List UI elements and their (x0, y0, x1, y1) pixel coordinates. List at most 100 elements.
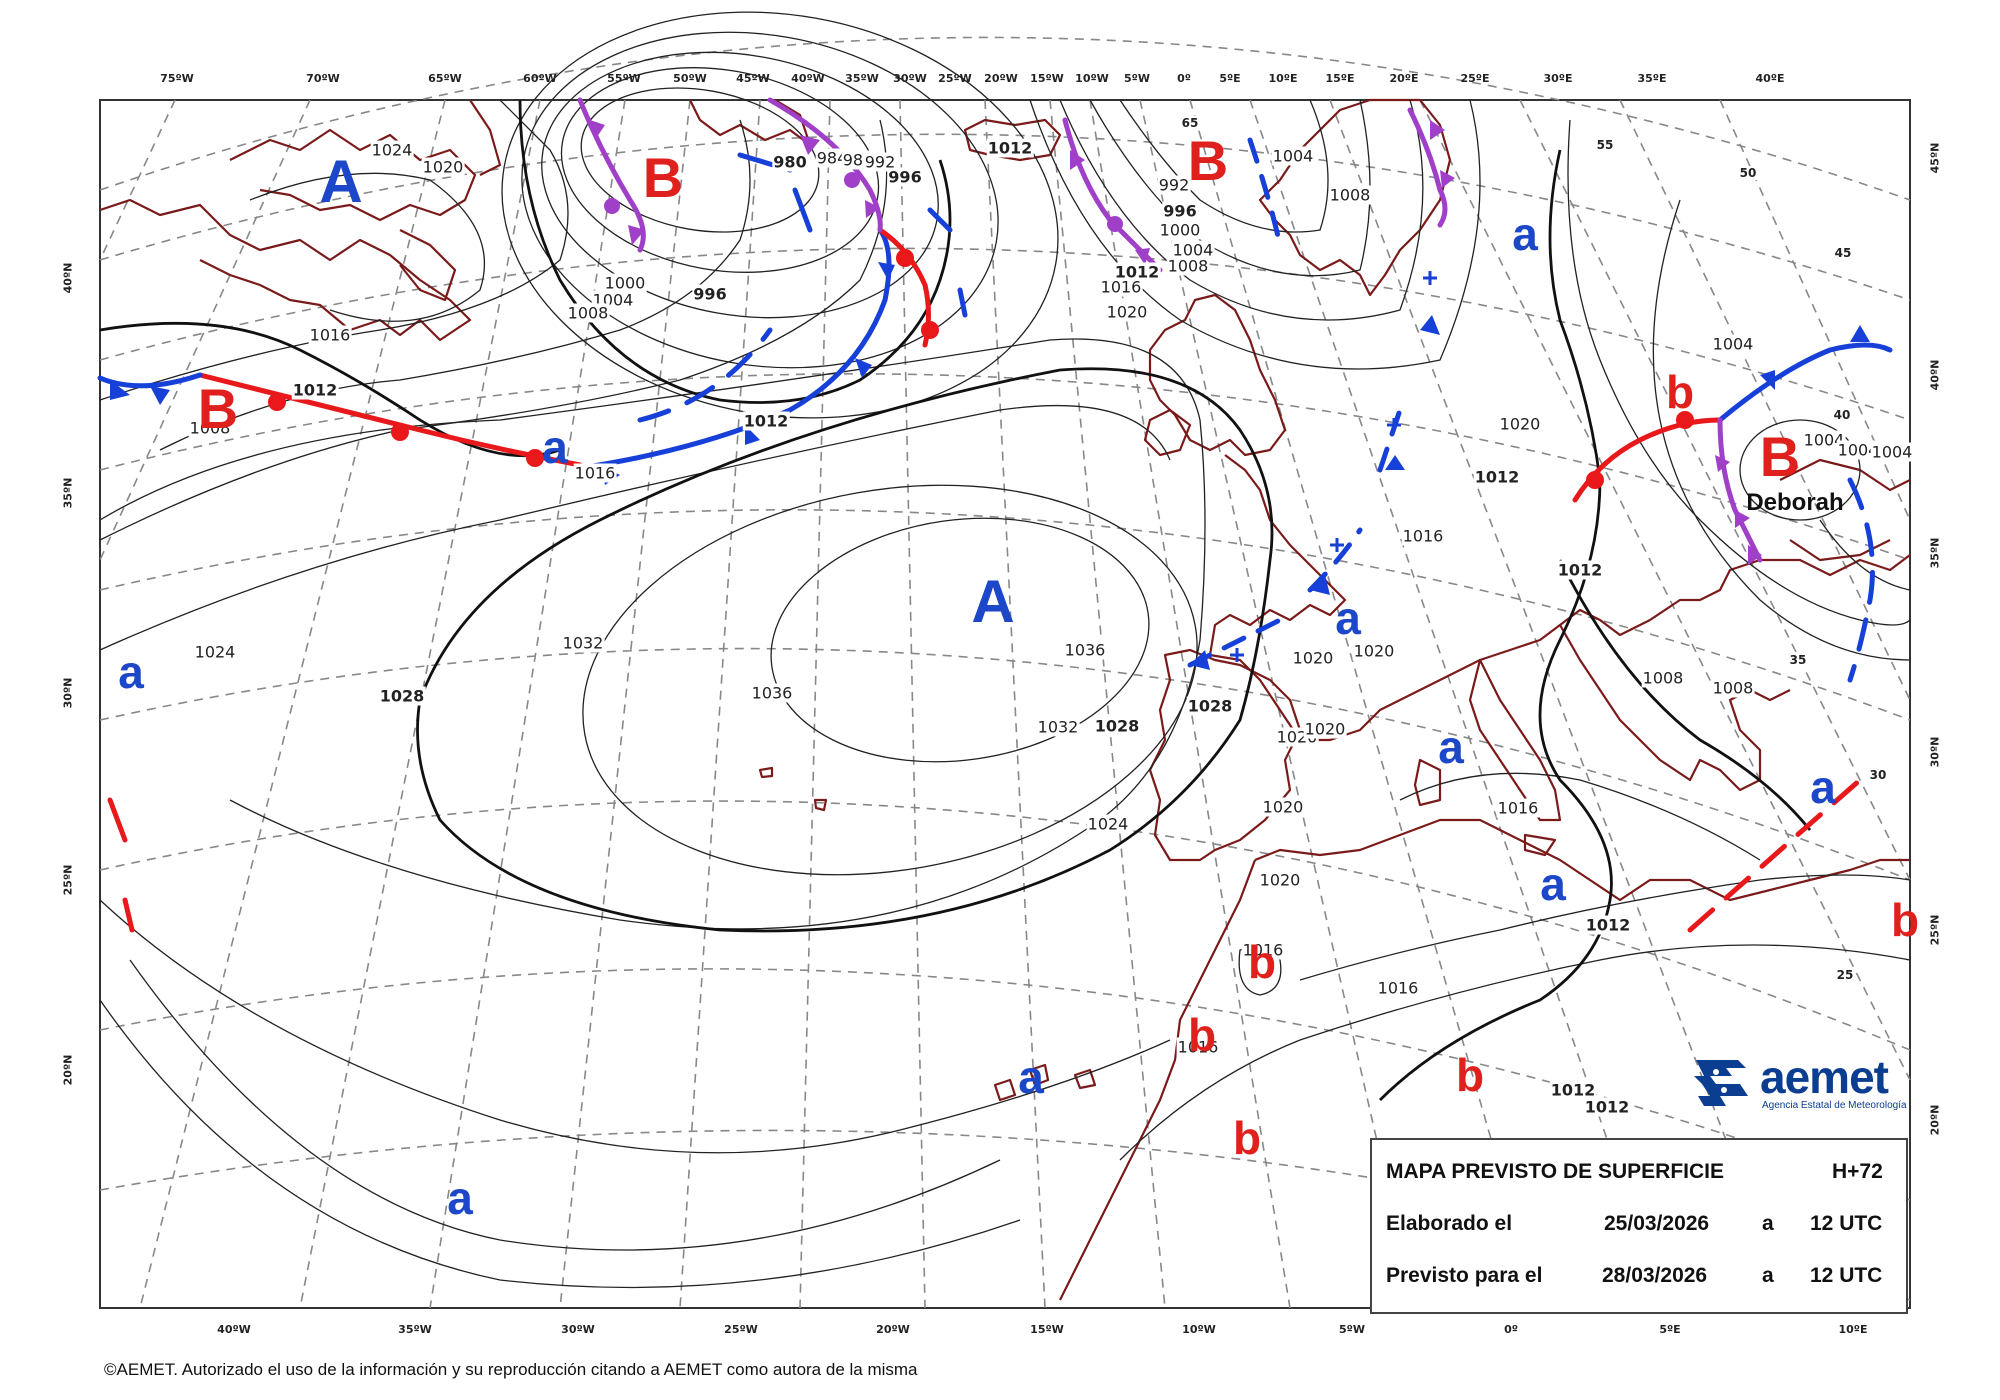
isobar-label: 1012 (1584, 915, 1632, 935)
relative-high: a (1810, 761, 1836, 813)
lat-line-label: 35 (1788, 653, 1808, 667)
isobar-label: 1024 (1086, 814, 1130, 834)
isobar-label: 984 (815, 148, 849, 168)
isobar-label: 996 (692, 284, 728, 304)
lat-label: 25ºN (1928, 914, 1942, 946)
isobar-label: 1012 (1583, 1097, 1631, 1117)
relative-high: a (1335, 592, 1361, 644)
lon-label: 20ºW (876, 1323, 910, 1336)
lon-label: 55ºW (607, 72, 641, 85)
isobar-label: 1028 (1186, 696, 1234, 716)
occluded-front-newfoundland (577, 97, 646, 253)
copyright-footer: ©AEMET. Autorizado el uso de la informac… (104, 1360, 918, 1379)
isobar-label: 1012 (291, 380, 339, 400)
lat-label: 20ºN (1928, 1104, 1942, 1136)
relative-high: a (1512, 208, 1538, 260)
isobar-label: 1012 (1113, 262, 1161, 282)
lon-label: 5ºW (1124, 72, 1150, 85)
isobar-label: 996 (1162, 201, 1198, 221)
lat-label: 30ºN (61, 677, 75, 709)
low-pressure-center: B (1759, 425, 1801, 488)
lat-label: 35ºN (1928, 537, 1942, 569)
isobar-label: 1004 (1271, 146, 1315, 166)
trough-crosses (1230, 271, 1437, 662)
north-america-coast (99, 198, 472, 342)
occluded-front-deborah (1717, 417, 1763, 563)
lon-label: 10ºW (1075, 72, 1109, 85)
occluded-front-atlantic (767, 97, 883, 233)
lat-line-label: 25 (1835, 968, 1855, 982)
low-pressure-center: B (642, 146, 684, 209)
lon-label: 60ºW (523, 72, 557, 85)
lat-line-label: 65 (1180, 116, 1200, 130)
lat-line-label: 45 (1833, 246, 1853, 260)
relative-high: a (1438, 721, 1464, 773)
lon-label: 35ºW (845, 72, 879, 85)
lat-line-label: 30 (1868, 768, 1888, 782)
valid-time: 12 UTC (1810, 1264, 1883, 1287)
relative-low: b (1247, 936, 1277, 988)
lat-line-label: 50 (1738, 166, 1758, 180)
trough-west (107, 797, 135, 933)
valid-label: Previsto para el (1386, 1264, 1543, 1287)
lon-label: 40ºW (217, 1323, 251, 1336)
aemet-logo: aemet Agencia Estatal de Meteorología (1690, 1050, 1910, 1120)
isobar-label: 1004 (1171, 240, 1215, 260)
lon-label: 15ºW (1030, 1323, 1064, 1336)
isobar-label: 1008 (188, 418, 232, 438)
lon-label: 30ºW (561, 1323, 595, 1336)
canary-islands (993, 1063, 1097, 1102)
valid-date: 28/03/2026 (1602, 1264, 1708, 1287)
isobar-label: 1000 (1158, 220, 1202, 240)
isobar-label: 1008 (1641, 668, 1685, 688)
isobar-label: 992 (1157, 175, 1191, 195)
isobar-label: 1020 (1303, 719, 1347, 739)
isobar-label: 1008 (1711, 678, 1755, 698)
map-frame (99, 99, 1911, 1309)
lon-label: 10ºW (1182, 1323, 1216, 1336)
isobar-label: 1032 (561, 633, 605, 653)
map-title: MAPA PREVISTO DE SUPERFICIE (1386, 1160, 1724, 1183)
relative-low: b (1890, 894, 1920, 946)
lon-label: 25ºE (1460, 72, 1490, 85)
isobar-label: 1016 (1496, 798, 1540, 818)
lon-label: 40ºE (1755, 72, 1785, 85)
low-pressure-center: B (1187, 129, 1229, 192)
greenland-coast (689, 99, 812, 147)
isobar-label: 1020 (1352, 641, 1396, 661)
isobar-label: 1032 (1036, 717, 1080, 737)
isobar-label: 1016 (1241, 940, 1285, 960)
elaborated-time: 12 UTC (1810, 1212, 1883, 1235)
lead-time: H+72 (1832, 1160, 1883, 1183)
isobar-label: 1020 (1291, 648, 1335, 668)
isobar-label: 1008 (1328, 185, 1372, 205)
isobar-label: 1004 (1870, 442, 1914, 462)
lon-label: 45ºW (736, 72, 770, 85)
isobar-label: 1020 (421, 157, 465, 177)
isobar-label: 1020 (1261, 797, 1305, 817)
elaborated-label: Elaborado el (1386, 1212, 1513, 1235)
relative-high: a (542, 421, 568, 473)
isobar-label: 1016 (308, 325, 352, 345)
italy-coast (1468, 658, 1562, 822)
isobar-label: 1012 (1473, 467, 1521, 487)
isobar-label: 1020 (1498, 414, 1542, 434)
isobar-label: 1004 (1836, 440, 1880, 460)
cold-front-west (97, 372, 203, 389)
trough-east (1847, 477, 1875, 683)
lat-label: 20ºN (61, 1054, 75, 1086)
isobar-label: 1008 (566, 303, 610, 323)
lon-label: 20ºE (1389, 72, 1419, 85)
trough-iberia (1187, 137, 1403, 668)
lon-label: 0º (1177, 72, 1191, 85)
relative-high: a (1540, 858, 1566, 910)
warm-front-west (197, 372, 583, 468)
isobar-label: 1016 (1401, 526, 1445, 546)
lat-line-label: 40 (1832, 408, 1852, 422)
aemet-emblem-icon (1694, 1060, 1748, 1106)
north-africa-coast (1059, 859, 1257, 1301)
lon-label: 5ºE (1659, 1323, 1681, 1336)
lon-label: 10ºE (1268, 72, 1298, 85)
isobar-label: 1008 (1166, 256, 1210, 276)
elaborated-date: 25/03/2026 (1604, 1212, 1710, 1235)
